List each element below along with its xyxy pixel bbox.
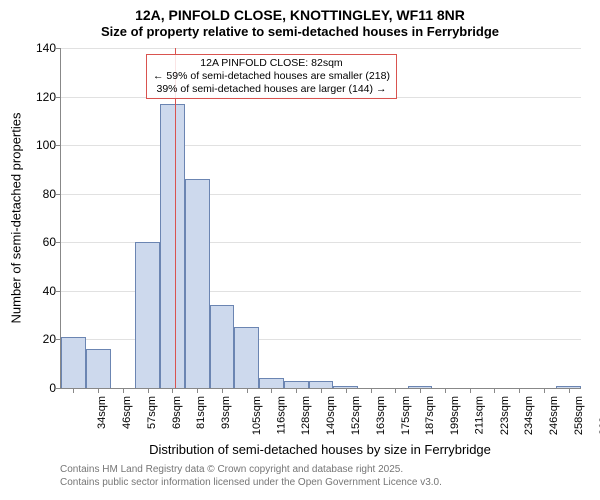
xtick-mark xyxy=(73,388,74,393)
xtick-mark xyxy=(445,388,446,393)
footer-line1: Contains HM Land Registry data © Crown c… xyxy=(60,464,442,477)
ytick-mark xyxy=(56,242,61,243)
xtick-mark xyxy=(544,388,545,393)
xtick-mark xyxy=(172,388,173,393)
xtick-mark xyxy=(247,388,248,393)
callout-line3: 39% of semi-detached houses are larger (… xyxy=(153,83,390,96)
xtick-mark xyxy=(197,388,198,393)
ytick-label: 140 xyxy=(2,41,56,55)
footer-attribution: Contains HM Land Registry data © Crown c… xyxy=(60,464,442,489)
ytick-label: 40 xyxy=(2,284,56,298)
xtick-label: 105sqm xyxy=(251,396,263,435)
xtick-label: 211sqm xyxy=(473,396,485,434)
ytick-label: 80 xyxy=(2,187,56,201)
xtick-mark xyxy=(222,388,223,393)
ytick-label: 60 xyxy=(2,235,56,249)
histogram-bar xyxy=(86,349,111,388)
chart-container: 12A, PINFOLD CLOSE, KNOTTINGLEY, WF11 8N… xyxy=(0,0,600,500)
xtick-label: 187sqm xyxy=(424,396,436,435)
ytick-mark xyxy=(56,291,61,292)
xtick-mark xyxy=(519,388,520,393)
xtick-mark xyxy=(371,388,372,393)
x-axis-label: Distribution of semi-detached houses by … xyxy=(60,442,580,457)
xtick-mark xyxy=(346,388,347,393)
footer-line2: Contains public sector information licen… xyxy=(60,477,442,490)
ytick-label: 100 xyxy=(2,138,56,152)
histogram-bar xyxy=(160,104,185,388)
ytick-label: 0 xyxy=(2,381,56,395)
xtick-label: 93sqm xyxy=(220,396,232,429)
histogram-bar xyxy=(309,381,334,388)
xtick-label: 246sqm xyxy=(548,396,560,435)
xtick-mark xyxy=(494,388,495,393)
histogram-bar xyxy=(234,327,259,388)
gridline xyxy=(61,48,581,49)
xtick-mark xyxy=(395,388,396,393)
xtick-mark xyxy=(296,388,297,393)
ytick-label: 120 xyxy=(2,90,56,104)
xtick-label: 258sqm xyxy=(573,396,585,435)
title-line1: 12A, PINFOLD CLOSE, KNOTTINGLEY, WF11 8N… xyxy=(0,6,600,24)
xtick-mark xyxy=(148,388,149,393)
histogram-bar xyxy=(135,242,160,388)
ytick-mark xyxy=(56,388,61,389)
xtick-mark xyxy=(569,388,570,393)
plot-area: 12A PINFOLD CLOSE: 82sqm← 59% of semi-de… xyxy=(60,48,581,389)
histogram-bar xyxy=(408,386,433,388)
xtick-mark xyxy=(98,388,99,393)
xtick-label: 199sqm xyxy=(449,396,461,435)
xtick-mark xyxy=(470,388,471,393)
histogram-bar xyxy=(333,386,358,388)
xtick-mark xyxy=(271,388,272,393)
xtick-label: 140sqm xyxy=(325,396,337,435)
ytick-mark xyxy=(56,97,61,98)
callout-line1: 12A PINFOLD CLOSE: 82sqm xyxy=(153,57,390,70)
ytick-mark xyxy=(56,48,61,49)
xtick-label: 128sqm xyxy=(301,396,313,435)
xtick-label: 116sqm xyxy=(275,396,287,434)
xtick-mark xyxy=(420,388,421,393)
xtick-label: 152sqm xyxy=(350,396,362,435)
histogram-bar xyxy=(185,179,210,388)
gridline xyxy=(61,145,581,146)
histogram-bar xyxy=(210,305,235,388)
xtick-label: 57sqm xyxy=(146,396,158,429)
xtick-label: 46sqm xyxy=(121,396,133,429)
callout-box: 12A PINFOLD CLOSE: 82sqm← 59% of semi-de… xyxy=(146,54,397,99)
xtick-label: 34sqm xyxy=(96,396,108,429)
ytick-label: 20 xyxy=(2,332,56,346)
histogram-bar xyxy=(61,337,86,388)
title-line2: Size of property relative to semi-detach… xyxy=(0,24,600,41)
histogram-bar xyxy=(284,381,309,388)
ytick-mark xyxy=(56,194,61,195)
histogram-bar xyxy=(259,378,284,388)
xtick-mark xyxy=(321,388,322,393)
xtick-label: 81sqm xyxy=(195,396,207,429)
chart-title: 12A, PINFOLD CLOSE, KNOTTINGLEY, WF11 8N… xyxy=(0,0,600,41)
xtick-label: 234sqm xyxy=(523,396,535,435)
xtick-label: 175sqm xyxy=(400,396,412,435)
xtick-mark xyxy=(123,388,124,393)
callout-line2: ← 59% of semi-detached houses are smalle… xyxy=(153,70,390,83)
xtick-label: 163sqm xyxy=(375,396,387,435)
histogram-bar xyxy=(556,386,581,388)
gridline xyxy=(61,194,581,195)
xtick-label: 223sqm xyxy=(499,396,511,435)
xtick-label: 69sqm xyxy=(171,396,183,429)
ytick-mark xyxy=(56,145,61,146)
